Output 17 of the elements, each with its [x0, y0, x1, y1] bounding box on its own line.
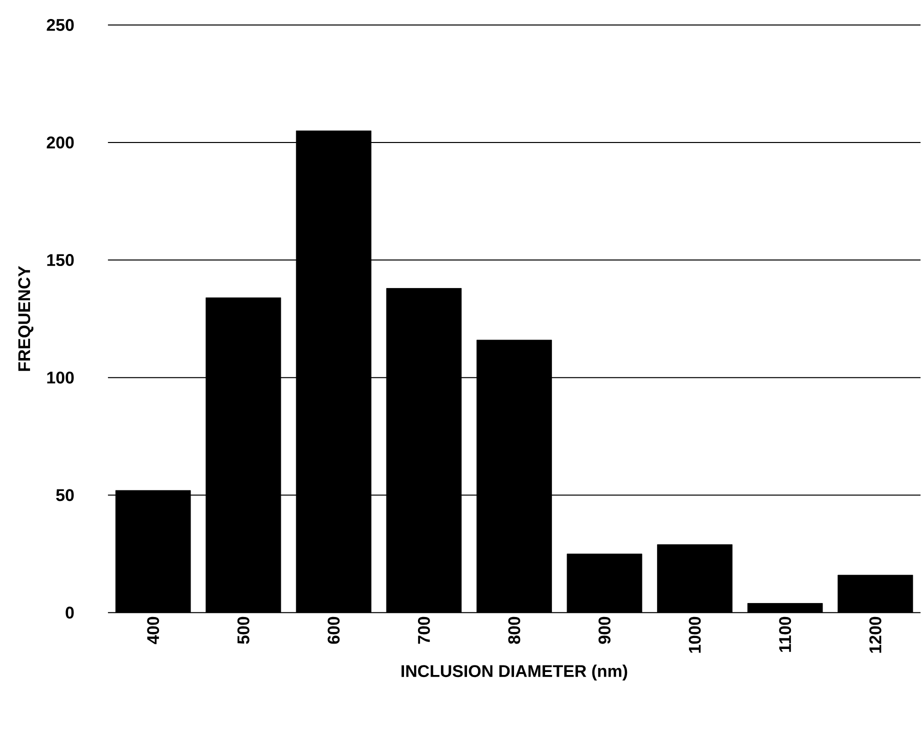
y-tick-label: 200: [46, 136, 74, 149]
y-tick-label: 100: [47, 372, 74, 384]
y-tick-label: 150: [47, 254, 74, 266]
x-tick-label: 800: [508, 617, 520, 644]
x-tick-label: 600: [328, 617, 340, 644]
x-tick-label: 700: [418, 617, 430, 644]
x-tick-label: 1200: [869, 617, 882, 653]
y-tick-label: 0: [66, 606, 74, 619]
x-tick-label: 900: [598, 617, 611, 644]
x-tick-label: 1100: [779, 617, 792, 652]
y-axis-title: FREQUENCY: [18, 266, 34, 372]
x-tick-label: 1000: [688, 617, 701, 653]
x-axis-title: INCLUSION DIAMETER (nm): [402, 664, 628, 681]
x-tick-label: 400: [147, 617, 160, 644]
x-tick-label: 500: [237, 617, 250, 644]
y-tick-label: 250: [46, 19, 74, 32]
y-tick-label: 50: [56, 489, 74, 502]
